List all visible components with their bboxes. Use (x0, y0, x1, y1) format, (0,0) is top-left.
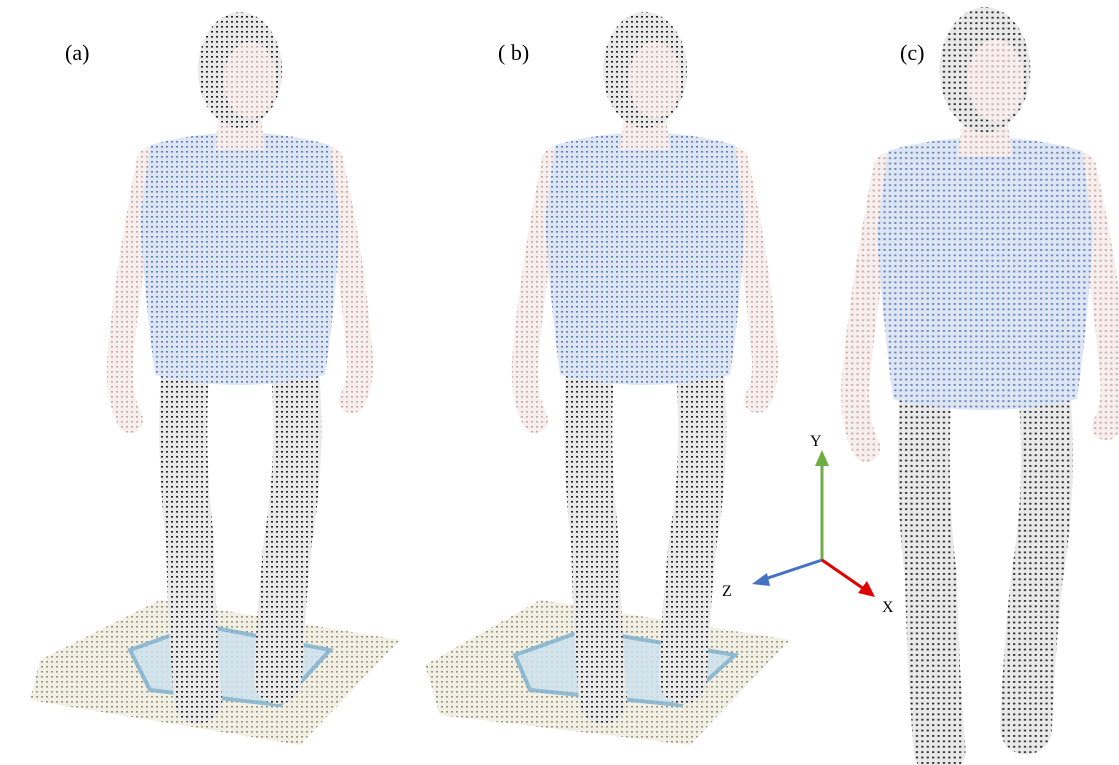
point-cloud-a (120, 12, 360, 700)
point-cloud-c (855, 7, 1114, 750)
axis-label: X (882, 599, 894, 616)
axis-label: Z (722, 583, 732, 600)
axis-label: Y (810, 433, 822, 450)
figure: (a) ( b) (c) Y Z X (0, 0, 1119, 765)
axis-triad (752, 450, 875, 597)
panel-label: (a) (65, 40, 89, 65)
panel-label: ( b) (498, 40, 529, 65)
page: {"panels": [{"label": "(a)"}, {"label": … (0, 0, 1119, 765)
panel-label: (c) (900, 40, 924, 65)
